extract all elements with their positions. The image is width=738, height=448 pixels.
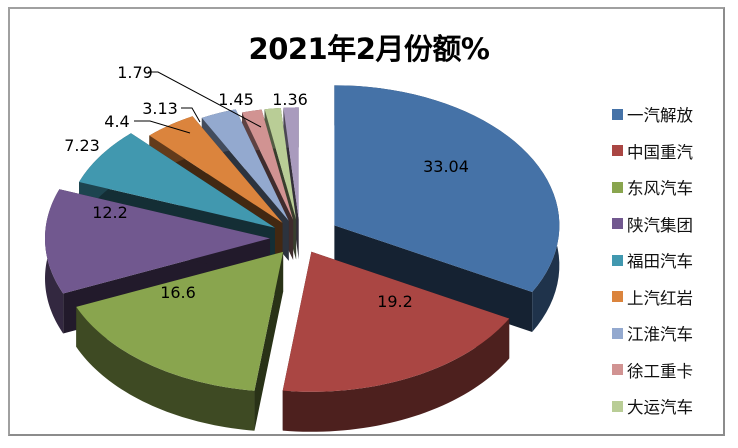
legend-label: 上汽红岩	[627, 288, 693, 308]
legend-label: 江淮汽车	[627, 325, 693, 345]
data-label: 33.04	[423, 157, 469, 176]
legend-item: 东风汽车	[612, 169, 693, 206]
legend-swatch	[612, 364, 623, 376]
leader-line	[148, 71, 262, 128]
legend-label: 中国重汽	[627, 142, 693, 162]
legend-label: 东风汽车	[627, 179, 693, 199]
legend-item: 上汽红岩	[612, 279, 693, 316]
legend-item: 陕汽集团	[612, 206, 693, 243]
legend-item: 大运汽车	[612, 388, 693, 425]
legend-item: 一汽解放	[612, 96, 693, 133]
chart-title: 2021年2月份额%	[248, 32, 490, 66]
legend-item: 徐工重卡	[612, 352, 693, 389]
legend-swatch	[612, 291, 623, 303]
legend-swatch	[612, 108, 623, 120]
data-label: 19.2	[377, 292, 413, 311]
legend-label: 陕汽集团	[627, 215, 693, 235]
data-label: 12.2	[92, 203, 128, 222]
data-label: 4.4	[104, 112, 129, 131]
leader-line	[134, 120, 191, 134]
legend-swatch	[612, 218, 623, 230]
legend-swatch	[612, 254, 623, 266]
legend-label: 徐工重卡	[627, 361, 693, 381]
legend-item: 中国重汽	[612, 133, 693, 170]
legend-item: 江淮汽车	[612, 315, 693, 352]
legend-label: 大运汽车	[627, 398, 693, 418]
pie-slice	[76, 251, 284, 431]
data-label: 1.79	[117, 63, 153, 82]
legend-swatch	[612, 181, 623, 193]
legend-swatch	[612, 400, 623, 412]
legend-item: 福田汽车	[612, 242, 693, 279]
leader-line	[181, 107, 201, 123]
legend-swatch	[612, 327, 623, 339]
data-label: 1.45	[218, 90, 254, 109]
pie-slice	[282, 251, 510, 432]
chart-legend: 一汽解放中国重汽东风汽车陕汽集团福田汽车上汽红岩江淮汽车徐工重卡大运汽车	[612, 96, 693, 425]
pie-slice	[334, 85, 560, 333]
data-label: 7.23	[64, 136, 100, 155]
data-label: 3.13	[142, 99, 178, 118]
legend-label: 福田汽车	[627, 252, 693, 272]
data-label: 16.6	[160, 283, 196, 302]
data-label: 1.36	[272, 90, 308, 109]
legend-label: 一汽解放	[627, 106, 693, 126]
legend-swatch	[612, 145, 623, 157]
